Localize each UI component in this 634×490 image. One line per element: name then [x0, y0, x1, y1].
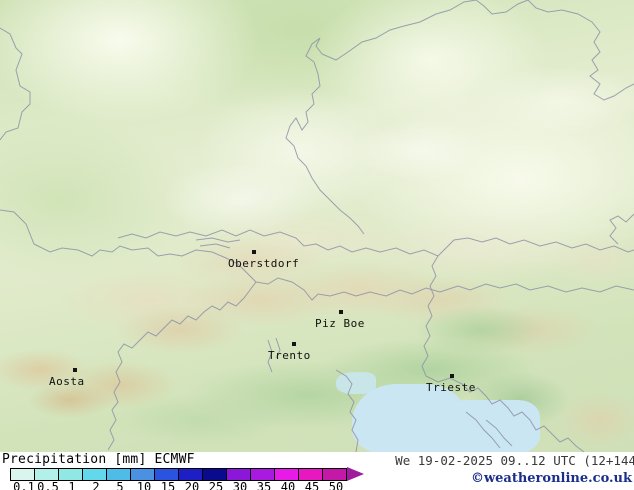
colorbar-swatch: [11, 469, 35, 480]
country-borders: [0, 0, 634, 452]
city-label: Piz Boe: [315, 317, 365, 330]
colorbar-tick: 5: [116, 480, 124, 490]
city-label: Oberstdorf: [228, 257, 300, 270]
colorbar-tick: 25: [208, 480, 224, 490]
city-dot-icon: [292, 342, 296, 346]
city-dot-icon: [450, 374, 454, 378]
legend-bar: Precipitation [mm] ECMWF 0.1 0.5 1 2 5 10 15 20…: [0, 452, 634, 490]
colorbar-tick: 0.5: [37, 480, 59, 490]
copyright-notice: ©weatheronline.co.uk: [470, 471, 632, 486]
colorbar-swatch: [155, 469, 179, 480]
colorbar-swatch: [275, 469, 299, 480]
colorbar-swatch: [59, 469, 83, 480]
colorbar-tick: 35: [256, 480, 272, 490]
forecast-timestamp: We 19-02-2025 09..12 UTC (12+144: [395, 453, 634, 468]
colorbar-swatch: [107, 469, 131, 480]
colorbar-tick-labels: 0.1 0.5 1 2 5 10 15 20 25 30 35 40 45 50: [0, 480, 360, 490]
colorbar-tick: 50: [328, 480, 344, 490]
colorbar-tick: 1: [68, 480, 76, 490]
colorbar-tick: 10: [136, 480, 152, 490]
colorbar-swatch: [179, 469, 203, 480]
colorbar-swatch: [323, 469, 346, 480]
colorbar-tick: 0.1: [13, 480, 35, 490]
city-label: Aosta: [49, 375, 85, 388]
city-dot-icon: [339, 310, 343, 314]
colorbar-overflow-arrow-icon: [347, 467, 364, 481]
colorbar-tick: 40: [280, 480, 296, 490]
adriatic-sea-east: [430, 400, 540, 452]
venice-lagoon: [336, 372, 376, 394]
colorbar-tick: 15: [160, 480, 176, 490]
precipitation-map[interactable]: Oberstdorf Piz Boe Trento Aosta Trieste: [0, 0, 634, 452]
city-dot-icon: [73, 368, 77, 372]
colorbar-swatch: [227, 469, 251, 480]
colorbar-swatch: [35, 469, 59, 480]
colorbar-tick: 2: [92, 480, 100, 490]
colorbar-swatch: [299, 469, 323, 480]
city-label: Trento: [268, 349, 311, 362]
colorbar-tick: 45: [304, 480, 320, 490]
city-dot-icon: [252, 250, 256, 254]
legend-title: Precipitation [mm] ECMWF: [2, 452, 195, 467]
terrain-haze-layer: [0, 0, 634, 452]
colorbar-swatch: [203, 469, 227, 480]
city-label: Trieste: [426, 381, 476, 394]
colorbar-tick: 20: [184, 480, 200, 490]
colorbar-tick: 30: [232, 480, 248, 490]
precipitation-colorbar: [10, 468, 347, 481]
colorbar-swatch: [251, 469, 275, 480]
colorbar-swatch: [83, 469, 107, 480]
colorbar-swatch: [131, 469, 155, 480]
